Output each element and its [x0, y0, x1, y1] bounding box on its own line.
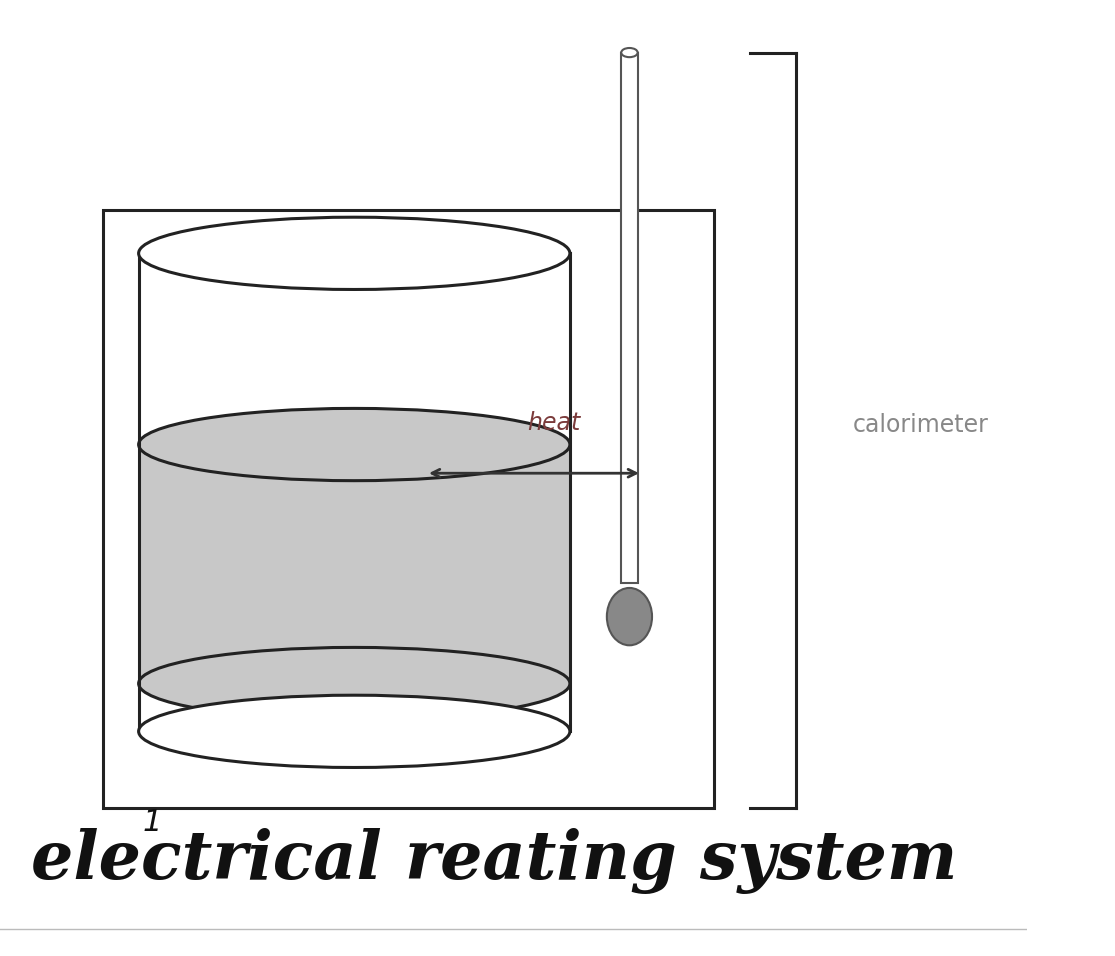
Ellipse shape — [138, 695, 570, 768]
Bar — [138, 253, 570, 731]
Ellipse shape — [138, 647, 570, 720]
Text: heat: heat — [527, 411, 580, 435]
Ellipse shape — [621, 48, 638, 57]
Bar — [621, 53, 638, 583]
Ellipse shape — [138, 408, 570, 481]
Ellipse shape — [607, 588, 652, 645]
Text: calorimeter: calorimeter — [852, 413, 988, 438]
Ellipse shape — [138, 217, 570, 290]
Text: 1: 1 — [143, 808, 162, 836]
Bar — [138, 445, 570, 684]
Bar — [138, 253, 570, 731]
Bar — [103, 210, 714, 808]
Text: electrical reating system: electrical reating system — [31, 828, 957, 894]
